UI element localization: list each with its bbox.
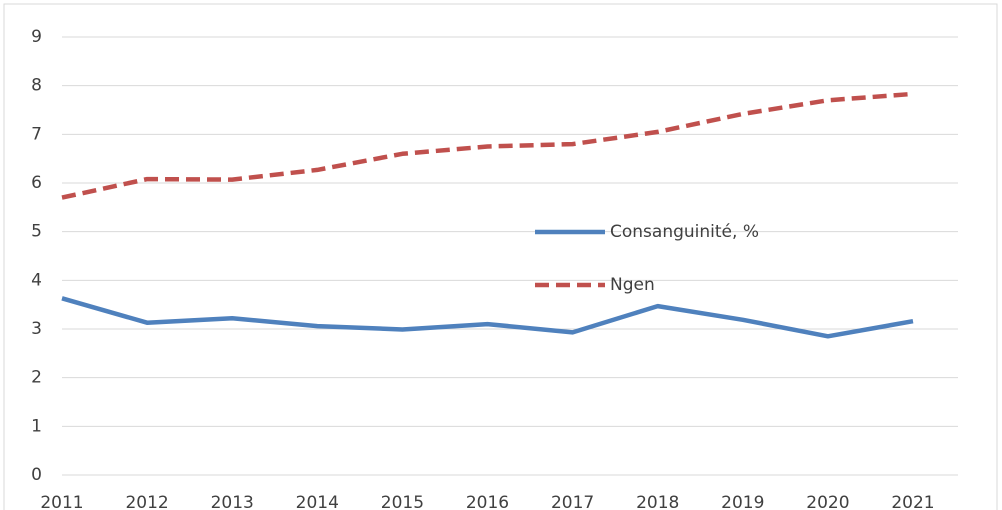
- y-tick-label: 1: [31, 416, 42, 436]
- y-tick-label: 4: [31, 270, 42, 290]
- x-tick-label: 2017: [551, 493, 594, 510]
- y-tick-label: 6: [31, 173, 42, 193]
- y-tick-label: 0: [31, 465, 42, 485]
- y-tick-label: 9: [31, 27, 42, 47]
- x-tick-label: 2013: [211, 493, 254, 510]
- legend-label: Ngen: [610, 275, 655, 295]
- y-tick-label: 8: [31, 76, 42, 96]
- x-tick-label: 2014: [296, 493, 339, 510]
- line-series: [61, 91, 914, 200]
- y-tick-label: 7: [31, 124, 42, 144]
- chart-frame: [3, 3, 998, 510]
- x-tick-label: 2011: [40, 493, 83, 510]
- x-tick-label: 2019: [721, 493, 764, 510]
- x-tick-label: 2016: [466, 493, 509, 510]
- y-tick-label: 5: [31, 222, 42, 242]
- x-tick-label: 2012: [125, 493, 168, 510]
- y-tick-label: 2: [31, 368, 42, 388]
- line-series: [61, 296, 914, 339]
- x-tick-label: 2015: [381, 493, 424, 510]
- legend-label: Consanguinité, %: [610, 222, 759, 242]
- y-tick-label: 3: [31, 319, 42, 339]
- x-tick-label: 2020: [806, 493, 849, 510]
- x-tick-label: 2021: [891, 493, 934, 510]
- x-tick-label: 2018: [636, 493, 679, 510]
